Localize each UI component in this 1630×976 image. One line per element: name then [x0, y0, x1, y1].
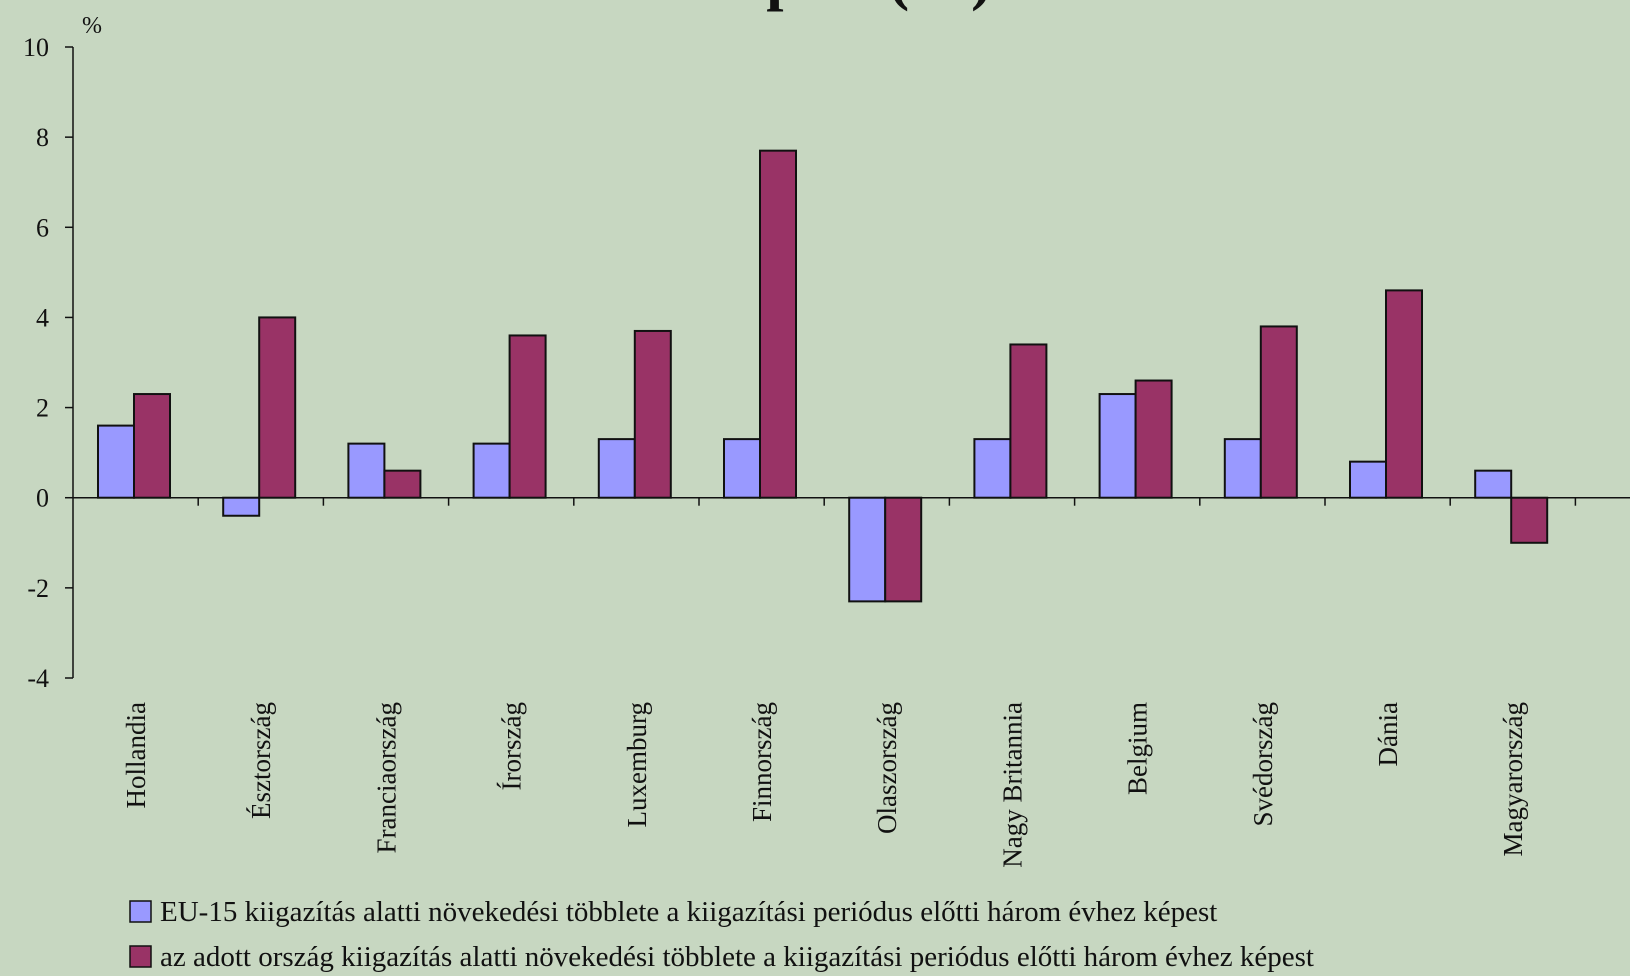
bar [258, 316, 297, 499]
bar [597, 438, 636, 499]
x-tick-label: Dánia [1373, 702, 1403, 766]
legend-swatch [129, 900, 152, 923]
bar [1349, 460, 1387, 499]
x-tick-label: Luxemburg [622, 702, 652, 827]
bar [472, 442, 511, 499]
bar [1510, 496, 1549, 544]
y-tick-label: -2 [27, 574, 49, 603]
bar [347, 442, 386, 499]
bar [97, 424, 135, 499]
y-tick-label: 10 [23, 33, 49, 62]
y-tick-label: 6 [36, 213, 49, 242]
y-axis-label: % [82, 13, 102, 39]
bar [973, 438, 1012, 499]
x-tick-label: Belgium [1123, 702, 1153, 795]
legend-label: EU-15 kiigazítás alatti növekedési többl… [160, 896, 1217, 928]
x-tick-label: Franciaország [371, 702, 401, 853]
bar [1098, 393, 1137, 499]
bar [383, 469, 422, 499]
bar [723, 438, 761, 499]
legend-swatch [129, 945, 152, 968]
chart-title: képest (%) [704, 0, 992, 12]
y-tick-label: 8 [36, 123, 49, 152]
y-tick-label: -4 [27, 664, 49, 693]
x-tick-label: Magyarország [1498, 702, 1528, 856]
bar [1223, 438, 1262, 499]
bar [848, 496, 887, 603]
bar [1009, 343, 1048, 499]
x-tick-label: Finnország [747, 702, 777, 822]
bar [508, 334, 547, 499]
y-tick-label: 0 [36, 484, 49, 513]
x-tick-label: Nagy Britannia [997, 702, 1027, 868]
x-tick-label: Írország [497, 702, 527, 790]
x-tick-label: Svédország [1248, 702, 1278, 826]
bar [222, 496, 261, 517]
legend-label: az adott ország kiigazítás alatti növeke… [160, 941, 1314, 973]
bar [1474, 469, 1513, 499]
bar [1134, 379, 1173, 499]
bar [133, 393, 171, 499]
bar [1259, 325, 1298, 499]
bar [1385, 289, 1423, 499]
y-tick-label: 4 [36, 303, 49, 332]
x-tick-label: Hollandia [121, 702, 151, 808]
bar [884, 496, 923, 603]
bar [633, 329, 672, 499]
y-tick-label: 2 [36, 394, 49, 423]
x-tick-label: Észtország [246, 702, 276, 819]
x-tick-label: Olaszország [872, 702, 902, 834]
bar [759, 149, 797, 499]
